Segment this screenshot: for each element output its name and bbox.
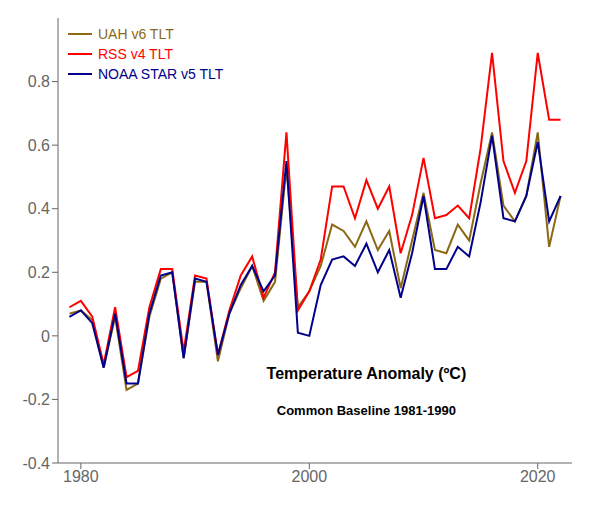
svg-text:0.6: 0.6 xyxy=(28,137,50,154)
html-text:RSS v4 TLT: RSS v4 TLT xyxy=(98,46,173,62)
html-text:UAH v6 TLT: UAH v6 TLT xyxy=(98,26,174,42)
svg-text:2000: 2000 xyxy=(291,468,327,485)
svg-text:0: 0 xyxy=(41,328,50,345)
svg-text:0.4: 0.4 xyxy=(28,200,50,217)
html-text:Common Baseline 1981-1990: Common Baseline 1981-1990 xyxy=(276,402,456,418)
svg-text:-0.2: -0.2 xyxy=(22,391,50,408)
svg-text:0.8: 0.8 xyxy=(28,73,50,90)
svg-text:0.2: 0.2 xyxy=(28,264,50,281)
svg-text:-0.4: -0.4 xyxy=(22,455,50,472)
svg-text:1980: 1980 xyxy=(63,468,99,485)
html-text:Temperature Anomaly (ºC): Temperature Anomaly (ºC) xyxy=(266,365,467,382)
svg-text:2020: 2020 xyxy=(520,468,556,485)
html-text:NOAA STAR v5 TLT: NOAA STAR v5 TLT xyxy=(98,66,224,82)
